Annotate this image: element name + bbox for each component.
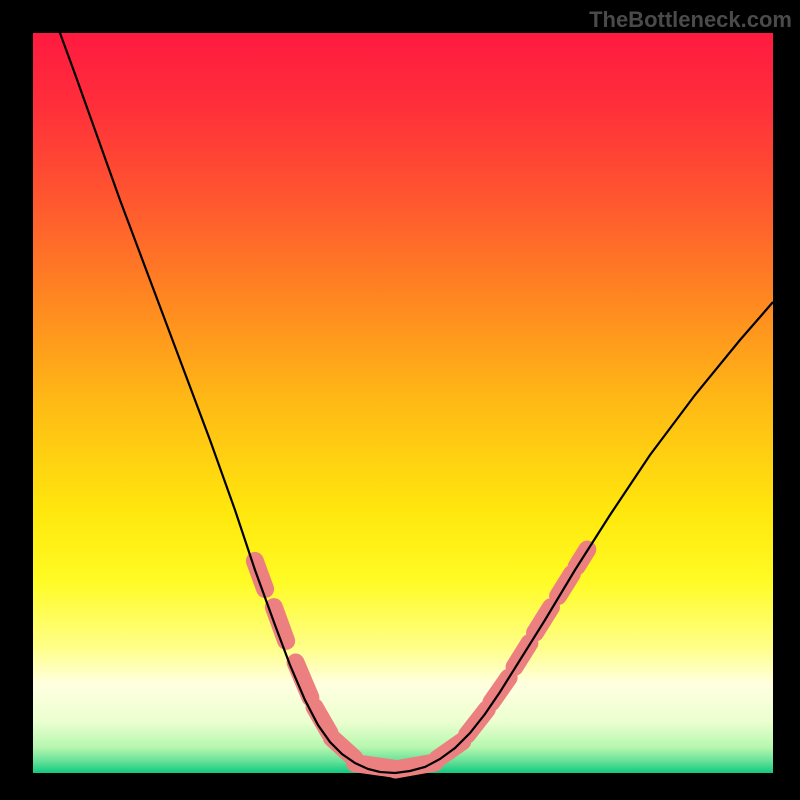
chart-canvas: TheBottleneck.com — [0, 0, 800, 800]
watermark-text: TheBottleneck.com — [589, 7, 792, 33]
plot-gradient-area — [33, 33, 773, 773]
